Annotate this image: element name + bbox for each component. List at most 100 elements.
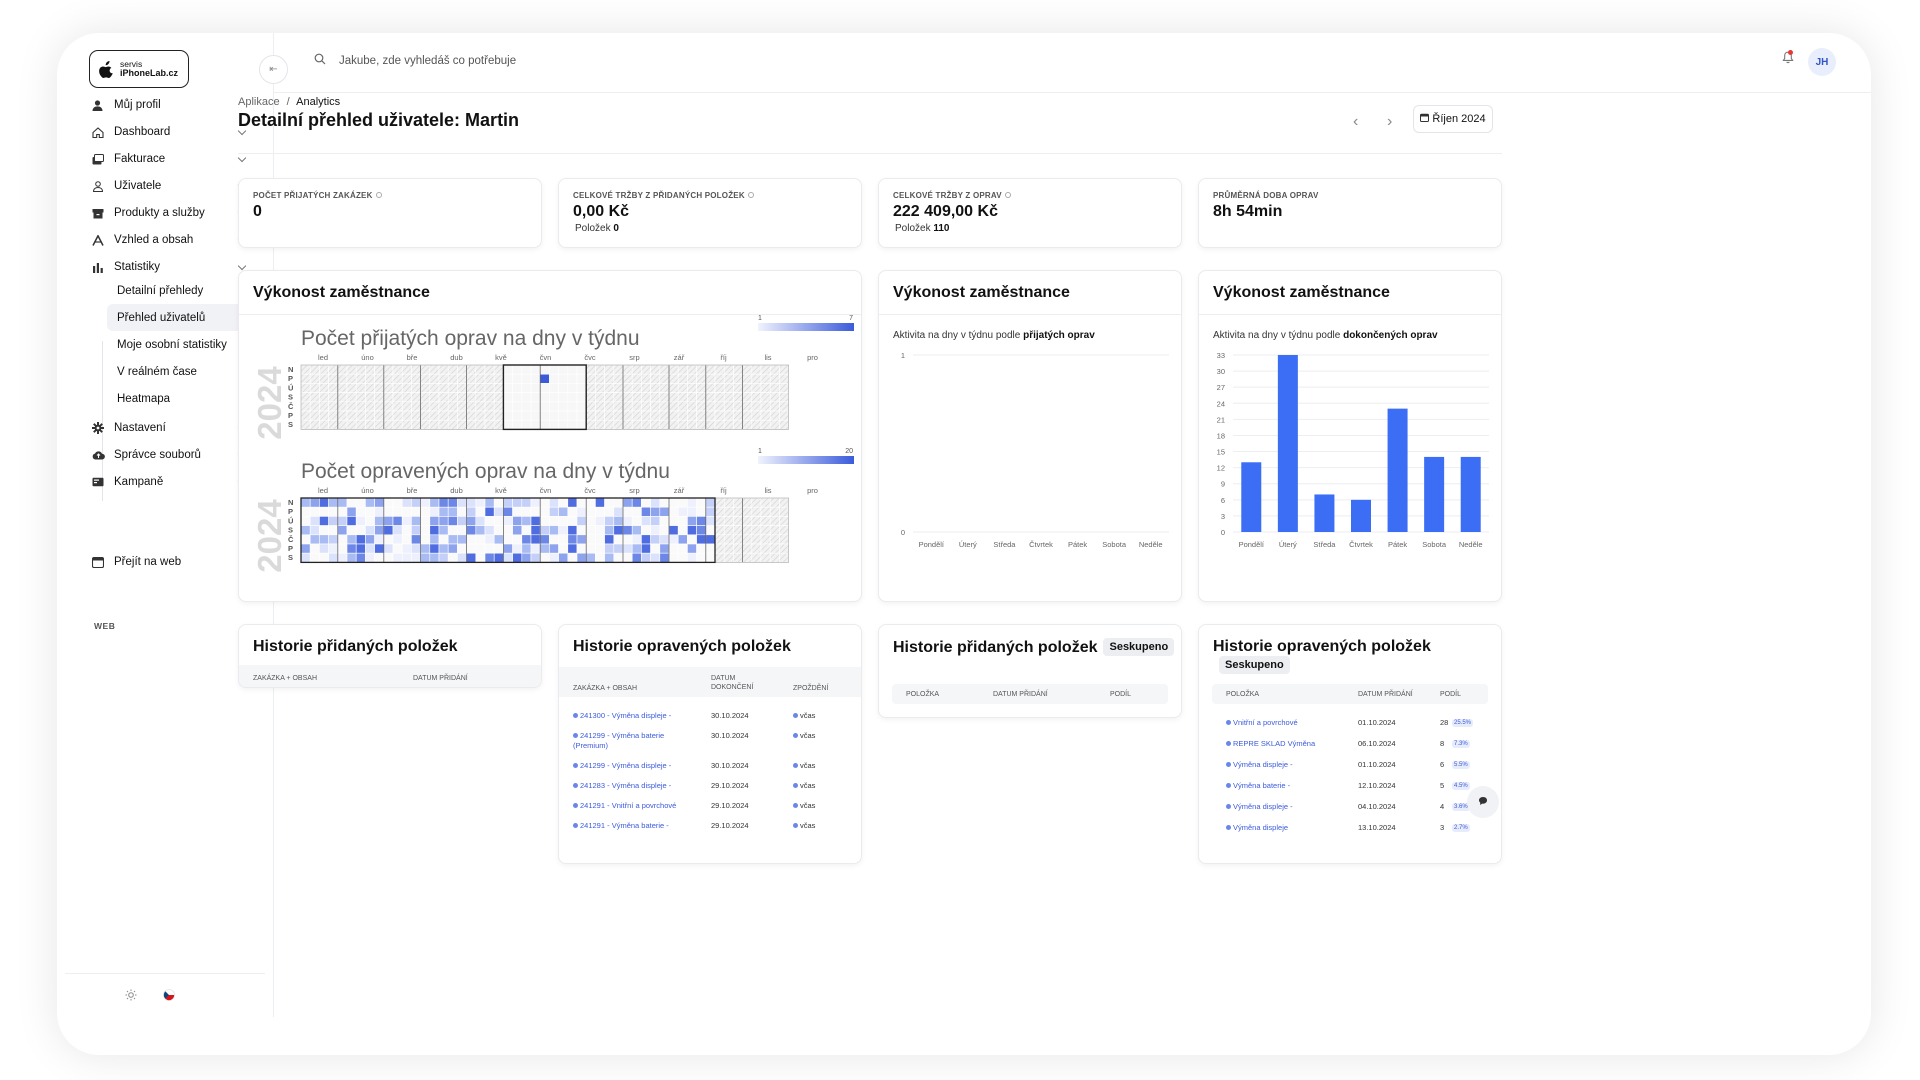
stat-label: Celkové tržby z přidaných položek: [573, 191, 754, 200]
item-link[interactable]: Výměna displeje -: [1226, 760, 1293, 770]
heatmap-cell: [346, 516, 357, 526]
card-title: Historie opravených položekSeskupeno: [1213, 638, 1501, 675]
info-icon[interactable]: [375, 192, 382, 198]
sidebar-footer: [65, 973, 265, 1017]
sidebar-subitem[interactable]: Moje osobní statistiky: [117, 338, 227, 351]
heatmap-cell: [466, 401, 477, 412]
sidebar-subitem[interactable]: Přehled uživatelů: [107, 304, 258, 331]
sidebar-item-uživatele[interactable]: Uživatele: [92, 173, 257, 199]
order-link[interactable]: 241291 - Výměna baterie -: [573, 821, 669, 831]
heatmap-cell: [650, 497, 661, 508]
heatmap-cell: [696, 516, 707, 526]
item-link[interactable]: REPRE SKLAD Výměna: [1226, 739, 1315, 749]
breadcrumb-parent[interactable]: Aplikace: [238, 96, 280, 108]
heatmap-cell: [411, 497, 421, 508]
month-label: zář: [674, 486, 685, 495]
heatmap-cell: [558, 525, 569, 536]
sidebar-item-vzhled-a-obsah[interactable]: Vzhled a obsah: [92, 227, 257, 253]
chat-button[interactable]: [1467, 786, 1499, 818]
chat-bubble-icon: [1478, 793, 1488, 811]
heatmap-cell: [723, 364, 734, 375]
sidebar-item-label: Statistiky: [114, 261, 161, 273]
heatmap-cell: [723, 373, 734, 384]
heatmap-cell: [401, 373, 412, 384]
sidebar-item-kampaně[interactable]: Kampaně: [92, 469, 257, 495]
brand-logo[interactable]: servis iPhoneLab.cz: [89, 50, 189, 88]
heatmap-cell: [733, 525, 743, 536]
heatmap-cell: [576, 410, 587, 421]
search-input[interactable]: [339, 49, 739, 73]
item-link[interactable]: Vnitřní a povrchové: [1226, 718, 1298, 728]
language-cz-flag-icon[interactable]: [163, 988, 175, 1006]
added-date: 01.10.2024: [1358, 760, 1396, 769]
on-time-icon: [793, 803, 798, 808]
month-picker-label: Říjen 2024: [1432, 113, 1486, 125]
info-icon[interactable]: [747, 192, 754, 198]
heatmap-cell: [466, 373, 477, 384]
heatmap-cell: [622, 373, 633, 384]
sidebar-item-nastavení[interactable]: Nastavení: [92, 415, 257, 441]
sidebar-item-fakturace[interactable]: Fakturace: [92, 146, 257, 172]
prev-month-button[interactable]: ‹: [1353, 113, 1358, 131]
heatmap-cell: [300, 383, 311, 393]
heatmap-cell: [576, 525, 587, 536]
sidebar-item-statistiky[interactable]: Statistiky: [92, 254, 257, 280]
item-link[interactable]: Výměna displeje -: [1226, 802, 1293, 812]
brand-name: servis iPhoneLab.cz: [120, 60, 178, 78]
sidebar-item-můj-profil[interactable]: Můj profil: [92, 92, 257, 118]
heatmap-cell: [457, 392, 467, 403]
item-link[interactable]: Výměna displeje: [1226, 823, 1288, 833]
order-link[interactable]: 241291 - Vnitřní a povrchové: [573, 801, 676, 811]
sidebar-subitem[interactable]: Heatmapa: [117, 392, 171, 405]
heatmap-cell: [438, 497, 449, 508]
sidebar-item-dashboard[interactable]: Dashboard: [92, 119, 257, 145]
order-link[interactable]: 241300 - Výměna displeje -: [573, 711, 671, 721]
order-link[interactable]: 241299 - Výměna displeje -: [573, 761, 671, 771]
order-link[interactable]: 241283 - Výměna displeje -: [573, 781, 671, 791]
table-header: Položka Datum přidání Podíl: [1212, 684, 1488, 704]
col-header-date: Datum přidání: [1358, 691, 1413, 698]
heatmap-cell: [668, 516, 679, 526]
sidebar-subitem[interactable]: Detailní přehledy: [117, 284, 204, 297]
sidebar-item-správce-souborů[interactable]: Správce souborů: [92, 442, 257, 468]
heatmap-cell: [457, 543, 467, 554]
bar: [1314, 494, 1335, 532]
completion-date: 30.10.2024: [711, 761, 749, 770]
sidebar-collapse-button[interactable]: ⇤: [259, 55, 288, 84]
heatmap-cell: [751, 373, 762, 384]
heatmap-cell: [677, 506, 688, 517]
heatmap-cell: [420, 543, 431, 554]
heatmap-cell: [558, 419, 569, 430]
order-link[interactable]: 241299 - Výměna baterie (Premium): [573, 731, 664, 751]
heatmap-cell: [650, 516, 661, 526]
item-link[interactable]: Výměna baterie -: [1226, 781, 1290, 791]
month-picker-button[interactable]: Říjen 2024: [1413, 105, 1493, 133]
heatmap-cell: [328, 373, 339, 384]
heatmap-cell: [475, 506, 486, 517]
avatar[interactable]: JH: [1808, 48, 1836, 76]
y-tick-label: 0: [1221, 528, 1225, 537]
heatmap-cell: [300, 392, 311, 403]
heatmap-cell: [751, 525, 762, 536]
heatmap-cell: [401, 516, 412, 526]
heatmap-cell: [769, 552, 780, 563]
next-month-button[interactable]: ›: [1387, 113, 1392, 131]
heatmap-cell: [595, 543, 605, 554]
sidebar-subitem[interactable]: V reálném čase: [117, 365, 197, 378]
theme-toggle-icon[interactable]: [125, 988, 137, 1006]
heatmap-cell: [355, 364, 366, 375]
sidebar-item-web[interactable]: Přejít na web: [92, 549, 257, 575]
sidebar-item-produkty-a-služby[interactable]: Produkty a služby: [92, 200, 257, 226]
info-icon[interactable]: [1004, 192, 1011, 198]
stat-sub-label: Položek: [575, 223, 611, 234]
stat-label: Celkové tržby z oprav: [893, 191, 1011, 200]
heatmap-cell: [585, 506, 596, 517]
delay-status: včas: [793, 821, 815, 830]
stat-sub-value: 0: [613, 223, 619, 234]
heatmap-cell: [631, 543, 642, 554]
heatmap-cell: [595, 364, 605, 375]
heatmap-cell: [447, 534, 458, 545]
heatmap-cell: [484, 401, 495, 412]
home-icon: [92, 126, 114, 138]
order-link-text-2: (Premium): [573, 741, 608, 750]
